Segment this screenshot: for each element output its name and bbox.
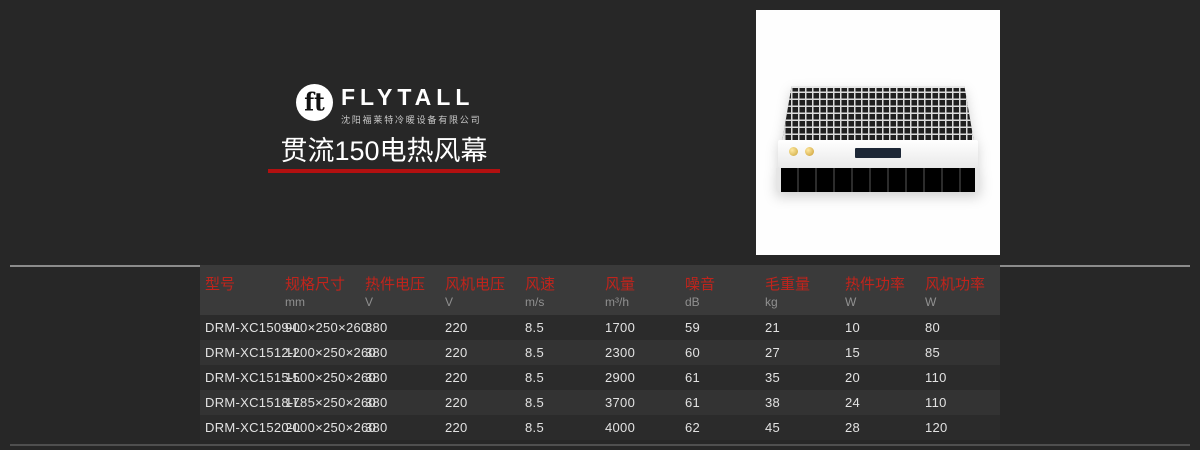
cell-fan-voltage: 220 <box>445 420 468 435</box>
brand-name: FLYTALL <box>341 84 475 110</box>
product-photo <box>756 10 1000 255</box>
flytall-logo-icon: ft <box>296 84 333 121</box>
cell-gross-weight: 38 <box>765 395 781 410</box>
col-unit: W <box>845 295 857 309</box>
col-unit: V <box>445 295 454 309</box>
col-header-fan-power: 风机功率 <box>925 276 986 293</box>
cell-air-volume: 2900 <box>605 370 636 385</box>
cell-dimensions: 1785×250×260 <box>285 395 377 410</box>
device-sticker-2 <box>805 147 814 156</box>
cell-air-volume: 3700 <box>605 395 636 410</box>
cell-model: DRM-XC1512-L <box>205 345 302 360</box>
cell-heater-voltage: 380 <box>365 320 388 335</box>
table-row: DRM-XC1518-L 1785×250×260 380 220 8.5 37… <box>200 390 1000 415</box>
cell-fan-power: 110 <box>925 395 947 410</box>
cell-noise: 62 <box>685 420 701 435</box>
bottom-divider-line <box>10 444 1190 446</box>
table-row: DRM-XC1515-L 1500×250×260 380 220 8.5 29… <box>200 365 1000 390</box>
cell-dimensions: 1200×250×260 <box>285 345 377 360</box>
table-row: DRM-XC1520-L 2000×250×260 380 220 8.5 40… <box>200 415 1000 440</box>
cell-noise: 61 <box>685 395 701 410</box>
cell-heater-power: 28 <box>845 420 861 435</box>
col-header-heater-power: 热件功率 <box>845 276 906 293</box>
cell-wind-speed: 8.5 <box>525 395 544 410</box>
spec-table: 型号 规格尺寸 热件电压 风机电压 风速 风量 噪音 毛重量 热件功率 风机功率… <box>200 265 1000 440</box>
table-row: DRM-XC1509-L 900×250×260 380 220 8.5 170… <box>200 315 1000 340</box>
col-unit: mm <box>285 295 305 309</box>
cell-heater-power: 24 <box>845 395 861 410</box>
device-front-panel <box>778 140 978 168</box>
cell-air-volume: 1700 <box>605 320 636 335</box>
col-header-noise: 噪音 <box>685 276 716 293</box>
cell-wind-speed: 8.5 <box>525 320 544 335</box>
cell-heater-voltage: 380 <box>365 395 388 410</box>
cell-gross-weight: 27 <box>765 345 781 360</box>
col-header-air-volume: 风量 <box>605 276 636 293</box>
brand-company-name: 沈阳福莱特冷暖设备有限公司 <box>341 115 482 125</box>
cell-heater-power: 10 <box>845 320 861 335</box>
cell-noise: 59 <box>685 320 701 335</box>
table-header: 型号 规格尺寸 热件电压 风机电压 风速 风量 噪音 毛重量 热件功率 风机功率… <box>200 265 1000 315</box>
device-sticker-1 <box>789 147 798 156</box>
cell-fan-power: 80 <box>925 320 941 335</box>
cell-model: DRM-XC1509-L <box>205 320 302 335</box>
col-header-wind-speed: 风速 <box>525 276 556 293</box>
col-header-heater-voltage: 热件电压 <box>365 276 426 293</box>
title-underline <box>268 169 500 174</box>
device-brand-label <box>855 148 901 158</box>
col-unit: m³/h <box>605 295 629 309</box>
cell-heater-power: 15 <box>845 345 861 360</box>
cell-model: DRM-XC1518-L <box>205 395 302 410</box>
cell-fan-voltage: 220 <box>445 370 468 385</box>
table-row: DRM-XC1512-L 1200×250×260 380 220 8.5 23… <box>200 340 1000 365</box>
device-outlet-vent <box>776 168 980 192</box>
device-grille <box>782 86 974 142</box>
cell-gross-weight: 21 <box>765 320 781 335</box>
col-unit: W <box>925 295 937 309</box>
cell-model: DRM-XC1515-L <box>205 370 302 385</box>
cell-air-volume: 2300 <box>605 345 636 360</box>
cell-fan-voltage: 220 <box>445 395 468 410</box>
col-unit: V <box>365 295 374 309</box>
cell-fan-power: 120 <box>925 420 948 435</box>
cell-heater-power: 20 <box>845 370 861 385</box>
cell-air-volume: 4000 <box>605 420 636 435</box>
col-unit: dB <box>685 295 700 309</box>
col-header-model: 型号 <box>205 276 236 293</box>
air-curtain-device <box>776 86 980 198</box>
cell-dimensions: 1500×250×260 <box>285 370 377 385</box>
cell-gross-weight: 45 <box>765 420 781 435</box>
cell-dimensions: 2000×250×260 <box>285 420 377 435</box>
cell-heater-voltage: 380 <box>365 420 388 435</box>
cell-dimensions: 900×250×260 <box>285 320 369 335</box>
cell-noise: 60 <box>685 345 701 360</box>
col-header-dimensions: 规格尺寸 <box>285 276 346 293</box>
logo-monogram: ft <box>304 87 325 118</box>
col-header-fan-voltage: 风机电压 <box>445 276 506 293</box>
cell-noise: 61 <box>685 370 701 385</box>
cell-fan-voltage: 220 <box>445 345 468 360</box>
cell-heater-voltage: 380 <box>365 370 388 385</box>
brand-block: ft FLYTALL 沈阳福莱特冷暖设备有限公司 <box>296 84 481 126</box>
cell-heater-voltage: 380 <box>365 345 388 360</box>
cell-fan-power: 85 <box>925 345 941 360</box>
col-unit: kg <box>765 295 778 309</box>
cell-fan-voltage: 220 <box>445 320 468 335</box>
cell-fan-power: 110 <box>925 370 947 385</box>
brand-text: FLYTALL 沈阳福莱特冷暖设备有限公司 <box>341 84 481 126</box>
cell-model: DRM-XC1520-L <box>205 420 302 435</box>
cell-wind-speed: 8.5 <box>525 420 544 435</box>
cell-wind-speed: 8.5 <box>525 370 544 385</box>
cell-gross-weight: 35 <box>765 370 781 385</box>
page-title: 贯流150电热风幕 <box>280 136 488 166</box>
col-unit: m/s <box>525 295 545 309</box>
page-title-block: 贯流150电热风幕 <box>268 136 500 174</box>
cell-wind-speed: 8.5 <box>525 345 544 360</box>
col-header-gross-weight: 毛重量 <box>765 276 811 293</box>
